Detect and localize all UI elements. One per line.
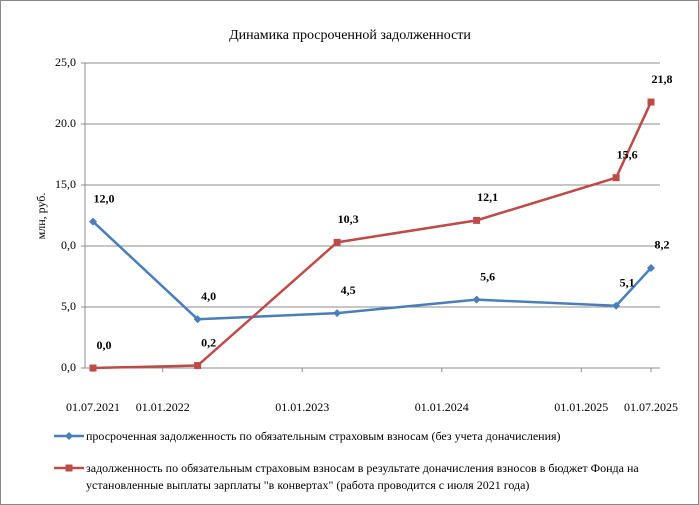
point [612,174,620,182]
y-tick-label: 0,0 [61,238,76,252]
point [333,238,341,246]
data-label: 15,6 [617,147,638,161]
point [193,315,202,324]
y-tick-label: 20.0 [55,116,76,130]
legend-swatch [54,464,84,472]
legend-marker [65,464,73,472]
x-tick-label: 01.01.2024 [415,400,469,414]
data-label: 4,0 [201,289,216,303]
data-label: 0,0 [97,338,112,352]
y-tick-label: 15,0 [55,177,76,191]
data-label: 12,0 [94,191,115,205]
x-tick-label: 01.01.2022 [136,400,190,414]
point [89,217,97,226]
legend-label: просроченная задолженность по обязательн… [86,429,561,443]
point [194,362,202,370]
point [89,364,97,372]
data-label: 8,2 [655,238,670,252]
legend-swatch [54,432,84,440]
chart-title: Динамика просроченной задолженности [229,28,471,43]
data-label: 12,1 [477,190,498,204]
data-label: 5,1 [620,276,635,290]
data-label: 21,8 [652,72,673,86]
x-tick-label: 01.07.2025 [624,400,678,414]
legend-label: задолженность по обязательным страховым … [86,461,639,492]
y-tick-label: 0,0 [61,360,76,374]
y-tick-label: 25,0 [55,55,76,69]
legend-marker [65,432,73,440]
point [473,216,481,224]
data-label: 10,3 [338,212,359,226]
data-label: 4,5 [341,283,356,297]
y-tick-label: 5,0 [61,299,76,313]
point [647,263,655,272]
x-tick-label: 01.01.2025 [554,400,608,414]
data-label: 5,6 [480,269,495,283]
series-line [92,101,653,370]
point [612,301,621,310]
x-tick-label: 01.07.2021 [66,400,120,414]
point [647,98,655,106]
point [333,309,342,318]
data-label: 0,2 [201,335,216,349]
point [472,295,481,304]
y-axis-label: млн, руб. [34,193,48,240]
x-tick-label: 01.01.2023 [275,400,329,414]
series-line [92,220,652,321]
